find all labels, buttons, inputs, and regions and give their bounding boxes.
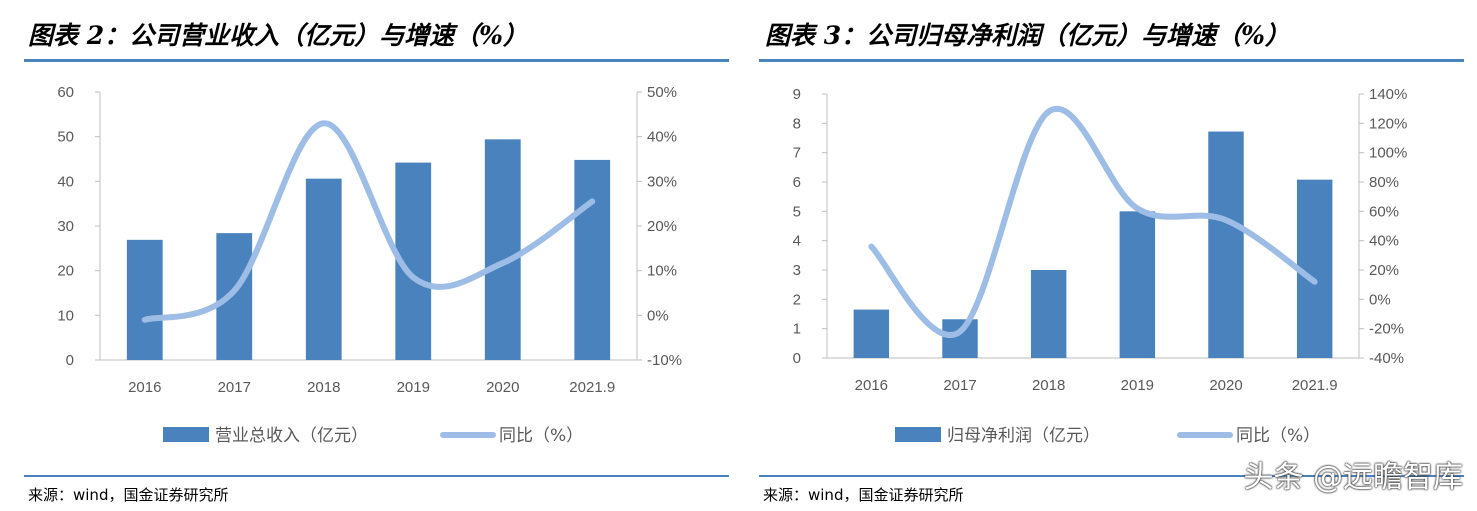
source-rule [759,475,1464,477]
x-tick-label: 2021.9 [569,379,615,396]
left-tick-label: 6 [793,174,801,191]
x-tick-label: 2016 [128,379,161,396]
right-tick-label: 0% [647,307,669,324]
source-rule [24,475,729,477]
x-tick-label: 2019 [1121,377,1154,394]
legend-bar-label: 归母净利润（亿元） [947,426,1100,446]
right-tick-label: 0% [1369,291,1391,308]
left-tick-label: 3 [793,262,801,279]
bar [1119,211,1156,358]
right-tick-label: 20% [1369,262,1399,279]
series-line [868,105,1318,338]
legend-bar-swatch [895,427,941,442]
right-tick-label: 10% [647,263,677,280]
watermark: 头条 @远瞻智库 [1243,460,1463,495]
right-tick-label: 140% [1369,86,1407,103]
bar [216,233,253,360]
left-tick-label: 60 [57,84,74,101]
x-tick-label: 2020 [486,379,519,396]
right-tick-label: -40% [1369,350,1404,367]
right-tick-label: 80% [1369,174,1399,191]
bar [574,159,611,360]
right-tick-label: 60% [1369,203,1399,220]
left-tick-label: 5 [793,203,801,220]
x-tick-label: 2018 [307,379,340,396]
bar [305,178,342,360]
x-tick-label: 2021.9 [1292,377,1338,394]
bar [1030,270,1067,358]
title-rule [759,59,1464,62]
left-tick-label: 7 [793,145,801,162]
chart-panel-profit: 图表 3：公司归母净利润（亿元）与增速（%） 0 1 2 3 4 5 6 7 8 9 -40% -20… [735,0,1477,511]
left-tick-label: 9 [793,86,801,103]
left-tick-label: 20 [57,263,74,280]
x-tick-label: 2018 [1032,377,1065,394]
legend-line-label: 同比（%） [499,426,583,446]
x-tick-label: 2017 [943,377,976,394]
left-tick-label: 0 [793,350,801,367]
left-tick-label: 10 [57,307,74,324]
left-tick-label: 40 [57,173,74,190]
source-note: 来源：wind，国金证券研究所 [763,486,964,504]
bar [853,309,890,358]
profit-chart: 0 1 2 3 4 5 6 7 8 9 -40% -20% 0% 20% 40% 60% 80% 100% 120%… [793,86,1408,446]
series-line [141,120,596,323]
right-tick-label: 30% [647,173,677,190]
legend-line-label: 同比（%） [1236,426,1320,446]
chart-title: 图表 2：公司营业收入（亿元）与增速（%） [28,21,528,50]
legend-bar-swatch [163,427,209,442]
x-tick-label: 2016 [855,377,888,394]
chart-title: 图表 3：公司归母净利润（亿元）与增速（%） [765,21,1290,50]
bar [126,239,163,360]
right-tick-label: -10% [647,352,682,369]
left-tick-label: 4 [793,233,801,250]
bar [1296,179,1333,358]
right-tick-label: 40% [1369,233,1399,250]
left-tick-label: 2 [793,291,801,308]
right-tick-label: 20% [647,218,677,235]
left-tick-label: 1 [793,321,801,338]
chart-panel-revenue: 图表 2：公司营业收入（亿元）与增速（%） 0 10 20 30 40 50 60 -10% 0… [0,0,735,511]
left-tick-label: 8 [793,115,801,132]
source-note: 来源：wind，国金证券研究所 [28,486,229,504]
bar [1208,131,1244,358]
right-tick-label: 120% [1369,115,1407,132]
right-tick-label: 100% [1369,145,1407,162]
title-rule [24,59,729,62]
left-tick-label: 50 [57,129,74,146]
right-tick-label: -20% [1369,321,1404,338]
bar [484,139,521,360]
x-tick-label: 2017 [218,379,251,396]
revenue-chart: 0 10 20 30 40 50 60 -10% 0% 10% 20% 30% 40% 50% 2016 20… [57,84,682,446]
right-tick-label: 50% [647,84,677,101]
right-tick-label: 40% [647,129,677,146]
x-tick-label: 2019 [397,379,430,396]
bar [942,319,978,358]
x-tick-label: 2020 [1209,377,1242,394]
legend-bar-label: 营业总收入（亿元） [215,426,368,446]
left-tick-label: 0 [66,352,74,369]
left-tick-label: 30 [57,218,74,235]
